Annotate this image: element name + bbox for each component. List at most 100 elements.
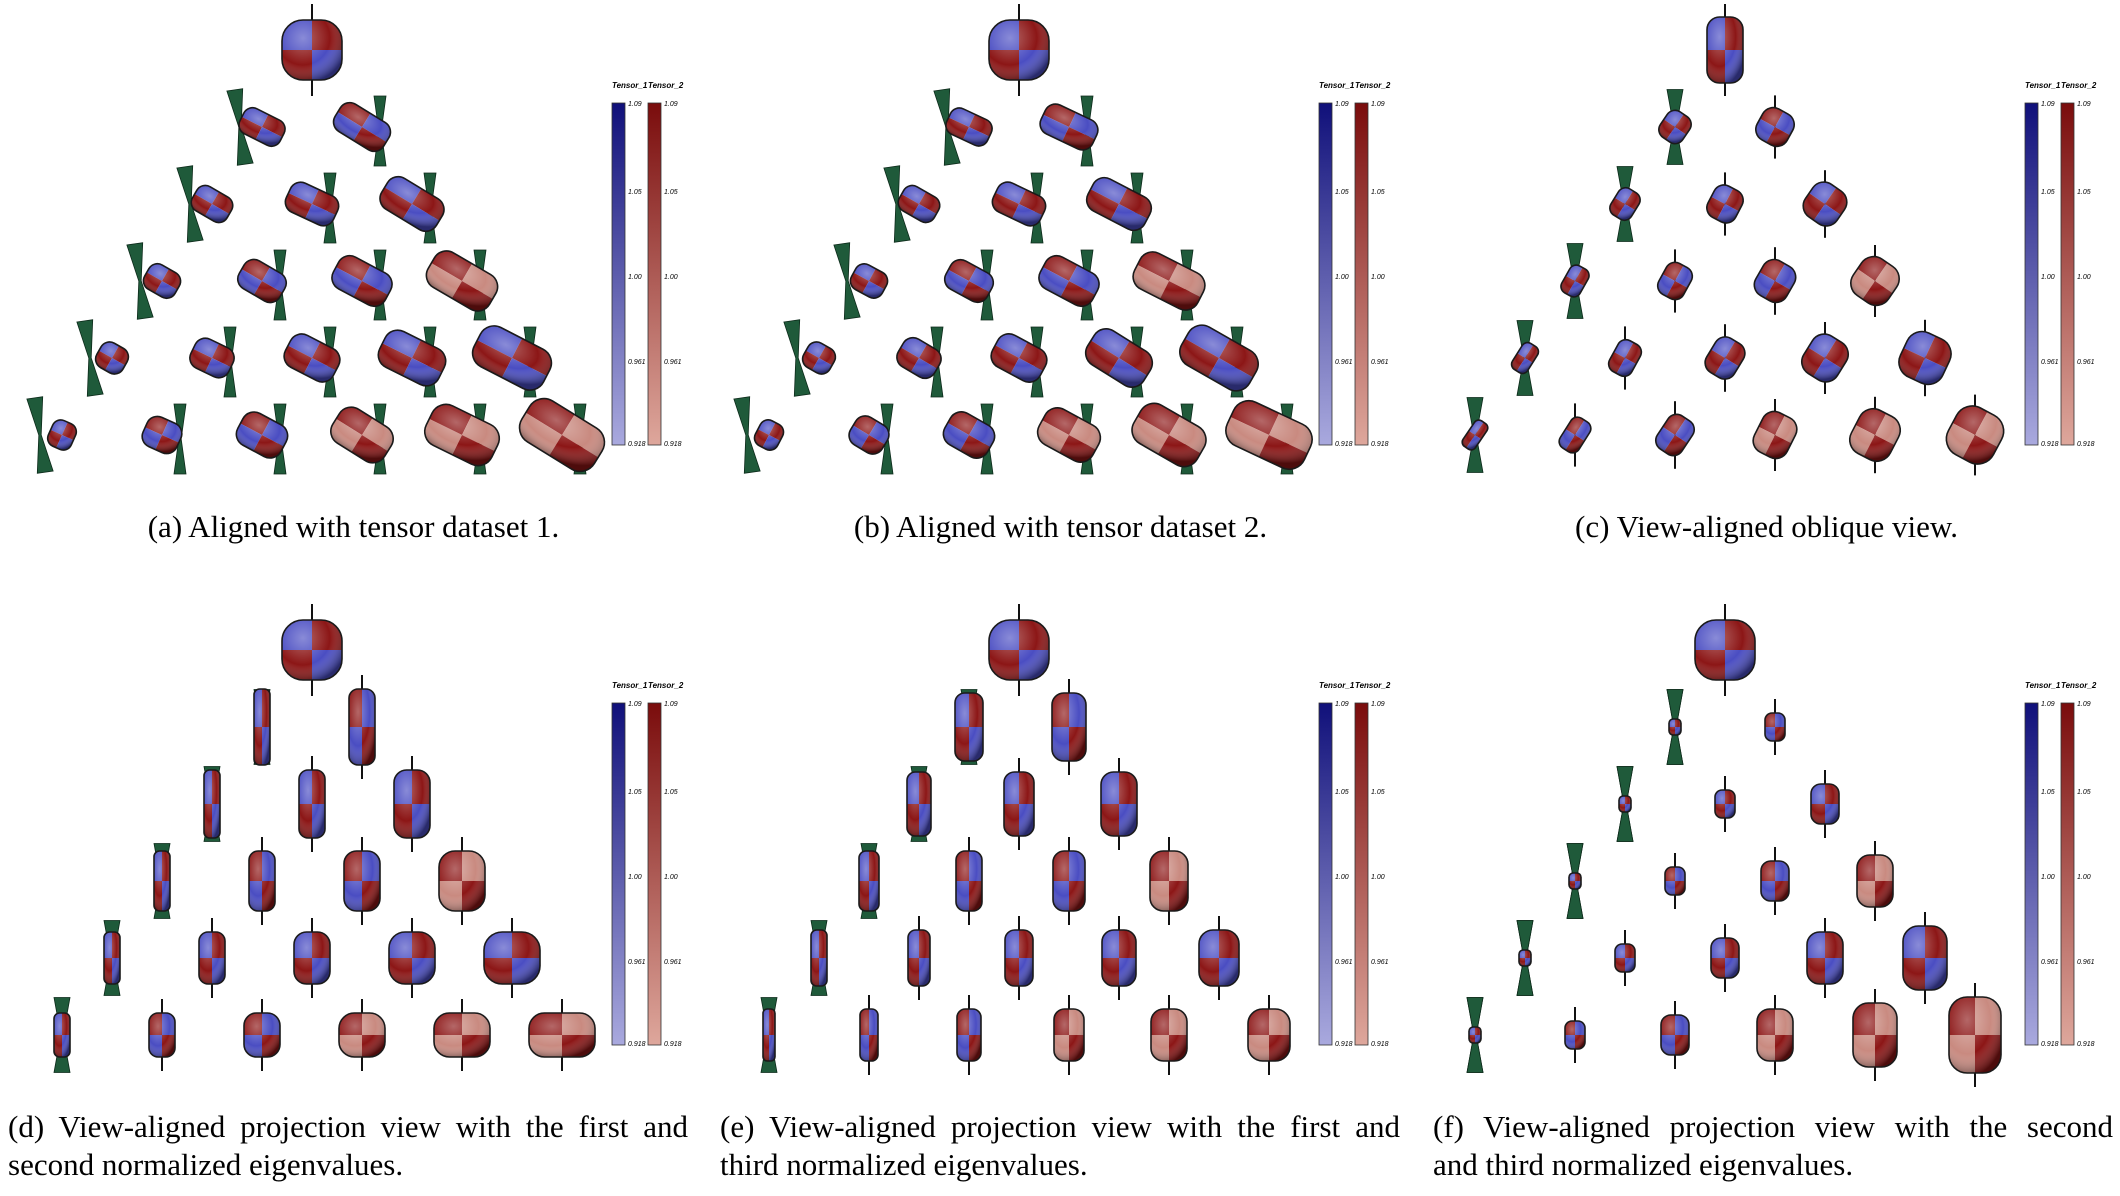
- colorbar-tick: 1.05: [2041, 789, 2055, 796]
- colorbar-tick: 1.05: [1371, 789, 1385, 796]
- tensor-glyph: [1053, 1008, 1085, 1062]
- tensor-glyph: [810, 929, 828, 987]
- tensor-glyph: [1247, 1008, 1291, 1062]
- tensor-glyph: [846, 260, 892, 302]
- tensor-glyph: [281, 619, 343, 681]
- tensor-glyph: [1606, 184, 1644, 224]
- tensor-glyph: [53, 1012, 71, 1058]
- tensor-glyph: [751, 416, 787, 454]
- tensor-glyph: [235, 104, 289, 150]
- caption-a: (a) Aligned with tensor dataset 1.: [147, 509, 560, 544]
- tensor-glyph: [153, 850, 171, 912]
- colorbar-red: [2060, 702, 2075, 1046]
- colorbar-tick: 0.918: [664, 1041, 682, 1048]
- colorbar: Tensor_1 Tensor_2 1.09 1.09 1.05 1.05 1.00 1.00…: [1318, 81, 1391, 448]
- tensor-glyph: [329, 98, 395, 156]
- hourglass-glyph: [126, 242, 154, 320]
- hourglass-glyph: [733, 396, 761, 474]
- tensor-glyph: [198, 931, 226, 985]
- colorbar-tick: 1.09: [664, 101, 678, 108]
- tensor-glyph: [1150, 1008, 1188, 1062]
- colorbar-title-tensor1: Tensor_1: [612, 681, 648, 690]
- colorbar-tick: 1.05: [664, 789, 678, 796]
- tensor-glyph: [1651, 410, 1699, 460]
- tensor-glyph: [955, 850, 983, 912]
- tensor-glyph: [1149, 850, 1189, 912]
- colorbar: Tensor_1 Tensor_2 1.09 1.09 1.05 1.05 1.00 1.00…: [1318, 681, 1391, 1048]
- tensor-glyph: [1756, 1008, 1794, 1062]
- colorbar-red: [1354, 702, 1369, 1046]
- colorbar-tick: 1.09: [628, 701, 642, 708]
- tensor-glyph: [1004, 929, 1034, 987]
- tensor-glyph: [1556, 414, 1594, 456]
- tensor-glyph: [325, 401, 399, 469]
- tensor-glyph: [467, 320, 557, 396]
- colorbar-tick: 1.00: [664, 874, 678, 881]
- colorbar-tick: 0.918: [2077, 441, 2095, 448]
- tensor-glyph: [348, 688, 376, 766]
- tensor-glyph: [1518, 949, 1532, 967]
- glyph-figure-e: Tensor_1 Tensor_2 1.09 1.09 1.05 1.05 1.00 1.00…: [760, 604, 1391, 1075]
- tensor-glyph: [1940, 399, 2010, 471]
- panel-f: Tensor_1 Tensor_2 1.09 1.09 1.05 1.05 1.00 1.00…: [1413, 600, 2120, 1196]
- tensor-glyph: [298, 769, 326, 839]
- tensor-glyph: [186, 334, 238, 382]
- colorbar-tick: 0.961: [664, 959, 682, 966]
- tensor-glyph: [1856, 854, 1894, 908]
- tensor-glyph: [243, 1012, 281, 1058]
- caption-d: (d) View-aligned projection view with th…: [8, 1108, 688, 1184]
- colorbar-tick: 1.00: [1335, 274, 1349, 281]
- tensor-glyph: [1100, 771, 1138, 837]
- colorbar-blue: [611, 102, 626, 446]
- tensor-glyph: [281, 19, 343, 81]
- tensor-glyph: [343, 850, 381, 912]
- tensor-glyph: [1806, 931, 1844, 985]
- glyph-figure-a: Tensor_1 Tensor_2 1.09 1.09 1.05 1.05 1.00 1.00…: [26, 4, 684, 478]
- tensor-glyph: [139, 260, 185, 302]
- colorbar-tick: 0.918: [628, 441, 646, 448]
- tensor-glyph: [1749, 255, 1801, 307]
- tensor-glyph: [438, 850, 486, 912]
- tensor-glyph: [1852, 1002, 1898, 1068]
- colorbar-tick: 0.918: [1335, 441, 1353, 448]
- glyph-figure-c: Tensor_1 Tensor_2 1.09 1.09 1.05 1.05 1.00 1.00…: [1460, 4, 2097, 476]
- colorbar-tick: 0.961: [1371, 959, 1389, 966]
- colorbar-tick: 1.09: [664, 701, 678, 708]
- tensor-glyph: [1101, 929, 1137, 987]
- colorbar-tick: 0.918: [2041, 441, 2059, 448]
- tensor-glyph: [858, 850, 880, 912]
- colorbar-tick: 0.961: [2041, 359, 2059, 366]
- colorbar-blue: [1318, 102, 1333, 446]
- tensor-glyph: [338, 1012, 386, 1058]
- colorbar-tick: 0.961: [1335, 359, 1353, 366]
- hourglass-glyph: [833, 242, 861, 320]
- caption-b: (b) Aligned with tensor dataset 2.: [853, 509, 1268, 544]
- tensor-glyph: [528, 1012, 596, 1058]
- colorbar-tick: 0.918: [1335, 1041, 1353, 1048]
- colorbar-title-tensor2: Tensor_2: [1355, 81, 1391, 90]
- tensor-glyph: [1694, 619, 1756, 681]
- tensor-glyph: [1051, 692, 1087, 762]
- tensor-glyph: [799, 338, 839, 378]
- colorbar-tick: 0.961: [628, 359, 646, 366]
- tensor-glyph: [1509, 340, 1541, 376]
- tensor-glyph: [1700, 332, 1750, 384]
- tensor-glyph: [327, 251, 397, 311]
- panel-c: Tensor_1 Tensor_2 1.09 1.09 1.05 1.05 1.00 1.00…: [1413, 0, 2120, 596]
- colorbar-title-tensor1: Tensor_1: [1319, 81, 1355, 90]
- colorbar-red: [1354, 102, 1369, 446]
- tensor-glyph: [859, 1008, 879, 1062]
- colorbar-tick: 0.961: [2077, 959, 2095, 966]
- tensor-glyph: [103, 931, 121, 985]
- colorbar: Tensor_1 Tensor_2 1.09 1.09 1.05 1.05 1.00 1.00…: [2024, 681, 2097, 1048]
- tensor-glyph: [1198, 929, 1240, 987]
- colorbar-tick: 1.00: [628, 274, 642, 281]
- tensor-glyph: [187, 181, 237, 227]
- tensor-glyph: [1654, 258, 1696, 304]
- colorbar-tick: 1.09: [1335, 101, 1349, 108]
- caption-f-line1: (f) View-aligned projection view with th…: [1433, 1109, 2113, 1144]
- tensor-glyph: [148, 1012, 176, 1058]
- panel-a: Tensor_1 Tensor_2 1.09 1.09 1.05 1.05 1.00 1.00…: [0, 0, 707, 596]
- tensor-glyph: [388, 931, 436, 985]
- tensor-glyph: [988, 178, 1050, 230]
